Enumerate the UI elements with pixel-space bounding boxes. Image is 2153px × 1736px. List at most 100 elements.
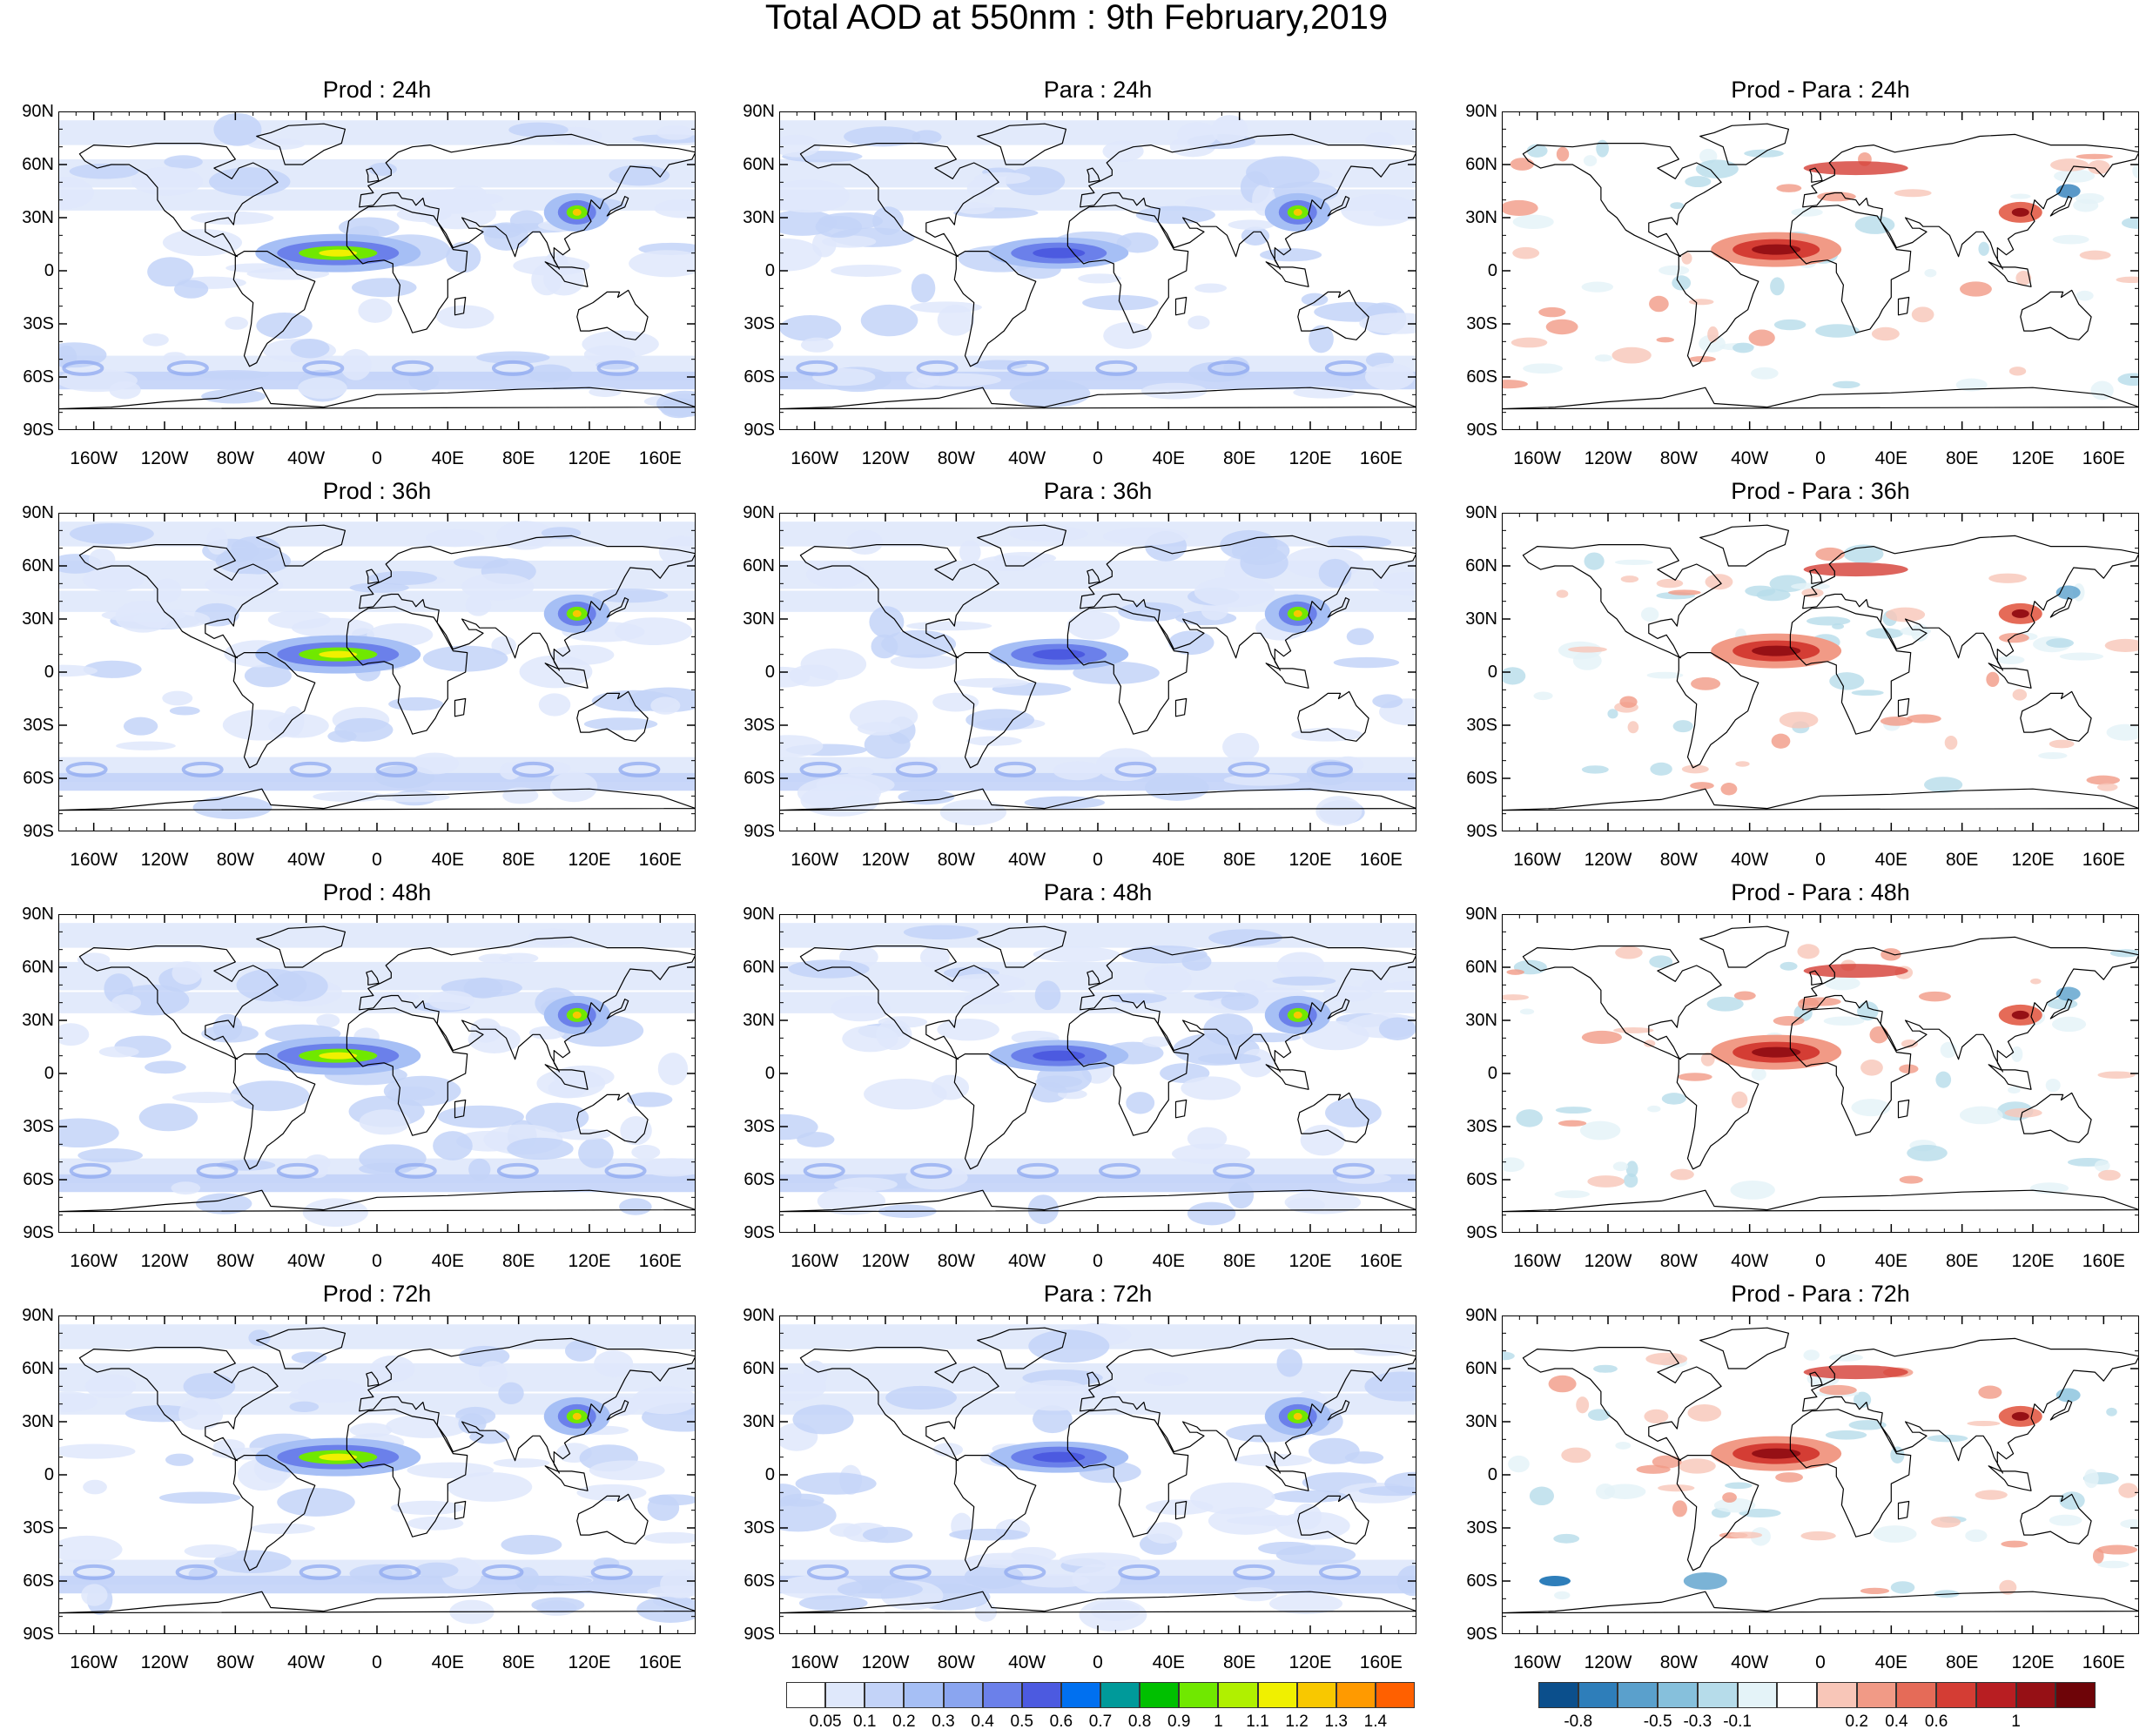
coastline-africa: [1789, 205, 1912, 333]
longitude-label: 80W: [937, 850, 975, 870]
southern-swirl: [596, 360, 639, 376]
coastline-south-america: [1676, 1455, 1759, 1571]
colorbar-swatch: [1936, 1682, 1976, 1708]
negative-patch: [1554, 1591, 1571, 1600]
aod-patch: [116, 741, 176, 750]
latitude-label: 60N: [22, 556, 54, 575]
aod-patch: [376, 791, 450, 803]
positive-patch: [1667, 589, 1701, 595]
colorbar-swatch: [904, 1682, 944, 1708]
aod-patch: [476, 351, 550, 364]
longitude-label: 160W: [791, 850, 839, 870]
latitude-label: 60N: [743, 1359, 775, 1378]
latitude-label: 90N: [1465, 1306, 1497, 1325]
negative-patch: [2073, 198, 2099, 212]
longitude-label: 120E: [1288, 1251, 1332, 1271]
longitude-label: 80W: [216, 1251, 254, 1271]
aod-patch: [1260, 248, 1322, 262]
coastline-japan: [1327, 596, 1350, 618]
colorbar-swatch: [1021, 1682, 1061, 1708]
aod-patch: [955, 202, 995, 214]
coastline-north-america: [799, 1346, 999, 1462]
longitude-label: 80W: [1659, 1652, 1698, 1672]
aod-patch: [800, 648, 867, 681]
negative-patch: [1851, 1099, 1891, 1117]
map-frame: [1501, 1315, 2140, 1635]
map-area: [1499, 512, 2146, 832]
aod-patch: [51, 1443, 136, 1459]
negative-patch: [1890, 1446, 1905, 1463]
aod-patch: [447, 1471, 533, 1502]
positive-patch: [2076, 153, 2114, 159]
aod-field: [755, 521, 1448, 826]
southern-swirl: [302, 360, 345, 376]
aod-patch: [509, 210, 544, 232]
longitude-label: 40E: [1874, 850, 1908, 870]
aod-patch: [869, 606, 905, 638]
positive-patch: [1967, 1420, 2001, 1427]
aod-patch: [519, 655, 593, 689]
colorbar-swatch: [1257, 1682, 1297, 1708]
negative-patch: [1739, 1508, 1781, 1518]
aod-patch: [1269, 1592, 1343, 1614]
longitude-label: 0: [1093, 448, 1103, 468]
aod-patch: [183, 1373, 236, 1400]
aod-field: [749, 923, 1444, 1226]
negative-patch: [1512, 214, 1554, 230]
longitude-label: 120E: [2011, 1652, 2055, 1672]
map-panel: Prod : 36h 90N 60N 30N 0 30S 60S 90S 160W 120W 80W…: [2, 478, 709, 870]
aod-patch: [1028, 1329, 1110, 1363]
negative-patch: [2097, 1560, 2129, 1569]
aod-patch: [1327, 535, 1392, 549]
aod-patch: [632, 1386, 698, 1415]
aod-patch: [582, 330, 659, 358]
longitude-label: 160W: [1513, 850, 1562, 870]
coastline-greenland: [256, 925, 346, 968]
map-plot: [747, 111, 1441, 431]
positive-patch: [1944, 735, 1958, 750]
aod-patch: [800, 337, 834, 353]
colorbar-swatch: [1179, 1682, 1219, 1708]
aod-patch: [937, 1018, 999, 1041]
longitude-label: 80W: [216, 448, 254, 468]
haze-band: [58, 772, 696, 791]
aod-patch: [1222, 732, 1260, 761]
negative-patch: [1823, 1016, 1865, 1026]
positive-patch: [1906, 714, 1941, 723]
map-panel: Prod - Para : 72h 90N 60N 30N 0 30S 60S 90S 160W…: [1445, 1281, 2147, 1672]
aod-patch: [1024, 796, 1106, 810]
aod-patch: [288, 1386, 371, 1403]
aod-patch: [1078, 273, 1121, 284]
latitude-label: 30S: [743, 1518, 775, 1538]
positive-patch: [1988, 573, 2027, 583]
aod-patch: [410, 752, 460, 775]
aod-patch: [69, 523, 154, 545]
negative-patch: [1625, 1161, 1638, 1178]
haze-band: [58, 1324, 696, 1349]
latitude-label: 30S: [23, 314, 54, 333]
latitude-label: 60N: [22, 155, 54, 174]
aod-patch: [1272, 976, 1336, 986]
aod-patch: [1177, 122, 1218, 147]
panel-title: Para : 36h: [1043, 478, 1153, 504]
aod-patch: [527, 364, 573, 383]
europe-difference: [1803, 562, 1908, 577]
aod-patch: [564, 1340, 597, 1362]
aod-field: [27, 521, 709, 819]
coastline-indonesia: [1988, 1465, 2032, 1491]
negative-patch: [1661, 1093, 1686, 1105]
positive-patch: [1899, 1175, 1923, 1184]
negative-patch: [2059, 1491, 2085, 1511]
negative-patch: [2094, 1160, 2110, 1172]
longitude-label: 120E: [1288, 850, 1332, 870]
coastline-greenland: [977, 1327, 1066, 1369]
map-panel: Prod - Para : 24h 90N 60N 30N 0 30S 60S 90S 160W…: [1445, 77, 2153, 468]
coastlines: [1501, 123, 2140, 410]
coastline-antarctica: [57, 1189, 696, 1213]
aod-patch: [1194, 283, 1228, 293]
coastline-greenland: [1699, 925, 1789, 968]
aod-patch: [890, 654, 957, 670]
coastline-eurasia: [1080, 936, 1417, 1073]
aod-patch: [795, 1472, 877, 1495]
aod-patch: [1141, 1036, 1172, 1047]
